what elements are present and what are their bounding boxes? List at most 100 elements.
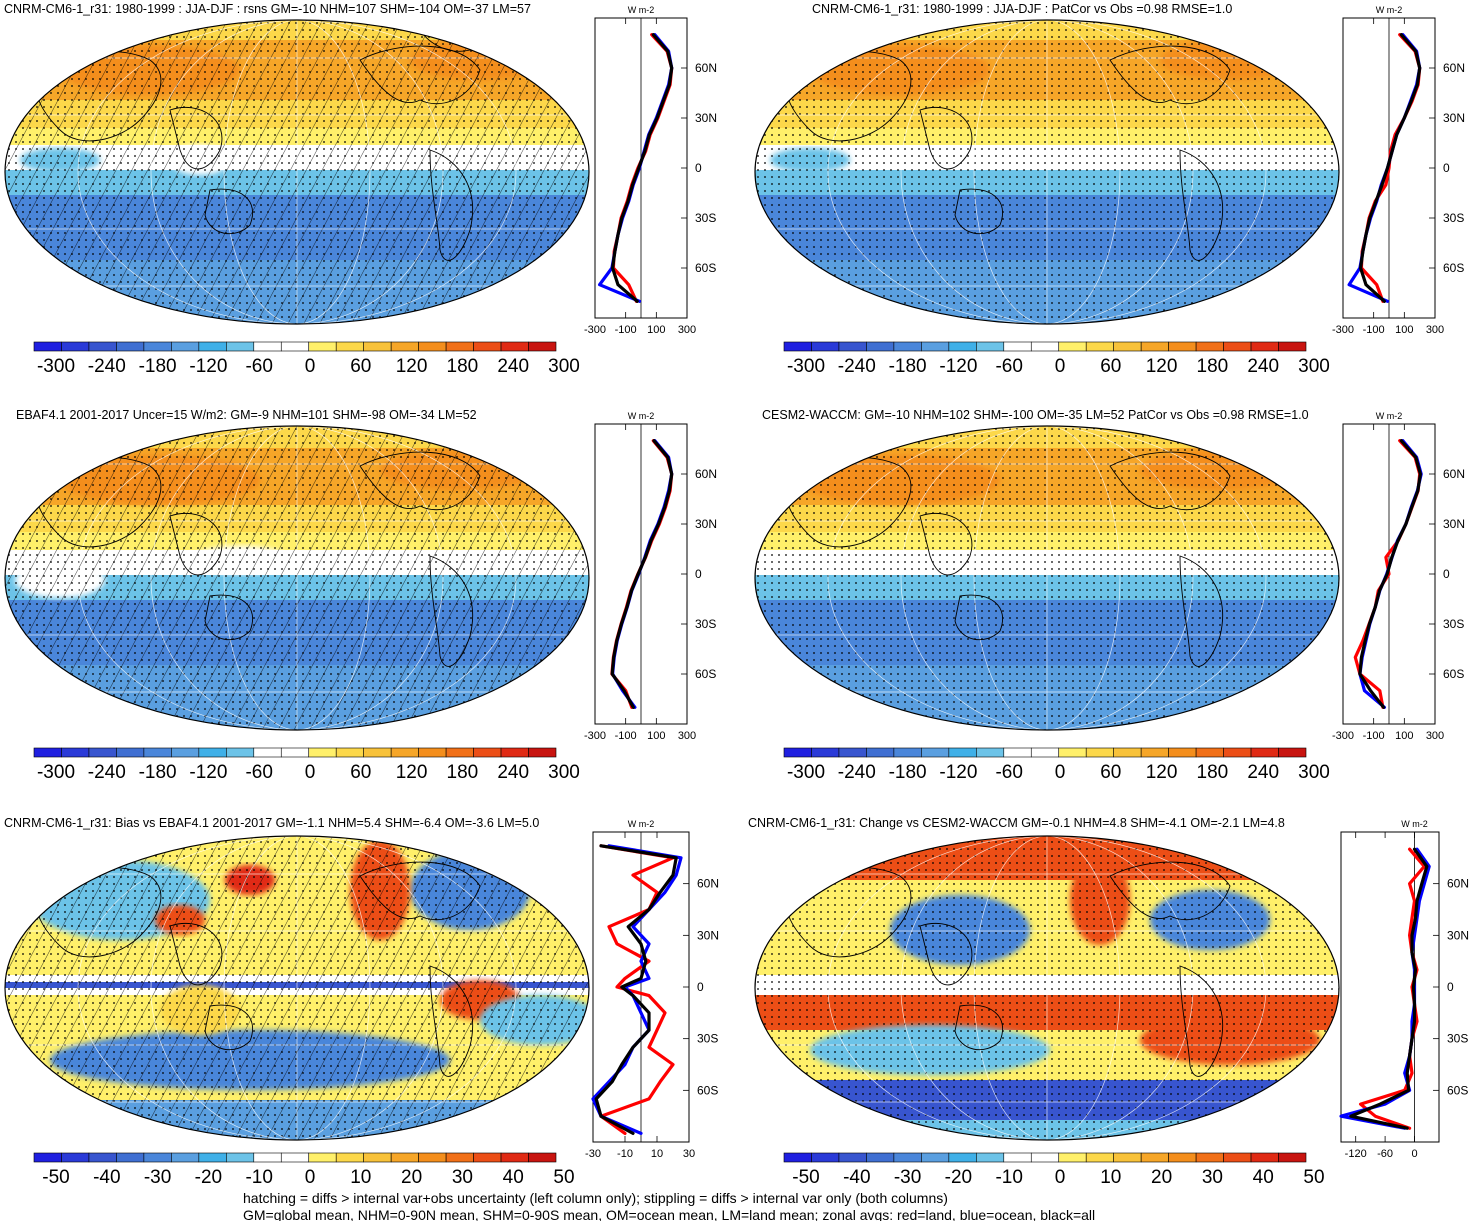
colorbar-swatch — [1250, 747, 1279, 758]
panel-2-map — [4, 425, 590, 731]
colorbar-swatch — [473, 341, 502, 352]
zonal-lat-label: 60N — [697, 877, 719, 891]
zonal-unit: W m-2 — [628, 5, 655, 15]
colorbar-swatch — [921, 341, 950, 352]
colorbar-swatch — [811, 341, 840, 352]
colorbar-label: -10 — [245, 1167, 272, 1188]
colorbar-swatch — [1223, 747, 1252, 758]
colorbar-label: 300 — [548, 762, 580, 783]
colorbar-swatch — [976, 747, 1005, 758]
zonal-unit: W m-2 — [628, 819, 655, 829]
colorbar-label: -120 — [189, 356, 227, 377]
zonal-lat-label: 30N — [1443, 111, 1465, 125]
colorbar-label: 180 — [1197, 356, 1229, 377]
footer-hatching-note: hatching = diffs > internal var+obs unce… — [243, 1190, 948, 1206]
zonal-lat-label: 30S — [695, 617, 716, 631]
colorbar-swatch — [948, 341, 977, 352]
colorbar-label: 120 — [1146, 762, 1178, 783]
colorbar-swatch — [1250, 1152, 1279, 1163]
colorbar-label: 120 — [1146, 356, 1178, 377]
colorbar-swatch — [253, 341, 282, 352]
colorbar-swatch — [143, 747, 172, 758]
colorbar-label: 300 — [1298, 356, 1330, 377]
colorbar-label: -30 — [894, 1167, 921, 1188]
colorbar-label: -60 — [245, 762, 272, 783]
colorbar-swatch — [500, 747, 529, 758]
colorbar-swatch — [1113, 341, 1142, 352]
colorbar-swatch — [1223, 341, 1252, 352]
panel-0-zonal: W m-2 -300 -100 100 300 60N 30N 0 30S 60S — [584, 5, 717, 336]
colorbar-label: 10 — [350, 1167, 371, 1188]
colorbar-swatch — [976, 341, 1005, 352]
colorbar-swatch — [198, 747, 227, 758]
colorbar-swatch — [61, 341, 90, 352]
zonal-lat-label: 0 — [1443, 567, 1450, 581]
colorbar-label: 60 — [1100, 762, 1121, 783]
zonal-x-tick-label: 300 — [1426, 730, 1444, 742]
colorbar-swatch — [143, 1152, 172, 1163]
colorbar-swatch — [1113, 1152, 1142, 1163]
zonal-lat-label: 30N — [695, 517, 717, 531]
colorbar-label: -50 — [792, 1167, 819, 1188]
colorbar-swatch — [226, 747, 255, 758]
zonal-x-tick-label: 300 — [678, 324, 696, 336]
colorbar-label: -40 — [93, 1167, 120, 1188]
colorbar-swatch — [1250, 341, 1279, 352]
colorbar-label: 0 — [305, 356, 316, 377]
panel-3-zonal: W m-2 -300 -100 100 300 60N 30N 0 30S 60S — [1332, 411, 1465, 742]
zonal-lat-label: 60S — [695, 261, 716, 275]
colorbar-swatch — [838, 747, 867, 758]
zonal-lat-label: 0 — [697, 980, 704, 994]
colorbar-swatch — [783, 747, 812, 758]
zonal-lat-label: 30S — [1443, 617, 1464, 631]
colorbar-label: -50 — [42, 1167, 69, 1188]
colorbar-swatch — [1278, 1152, 1307, 1163]
colorbar-label: 300 — [548, 356, 580, 377]
colorbar-swatch — [866, 1152, 895, 1163]
panel-5-map — [754, 835, 1340, 1141]
colorbar-label: 50 — [553, 1167, 574, 1188]
panel-4-map — [4, 835, 590, 1141]
panel-2-colorbar: -300 -240 -180 -120 -60 0 60 120 180 240 300 — [33, 747, 580, 783]
zonal-x-tick-label: -10 — [617, 1148, 633, 1160]
panel-3-colorbar: -300 -240 -180 -120 -60 0 60 120 180 240 300 — [783, 747, 1330, 783]
colorbar-swatch — [838, 1152, 867, 1163]
zonal-ocean-line — [611, 439, 674, 709]
colorbar-swatch — [976, 1152, 1005, 1163]
zonal-lat-label: 0 — [1443, 161, 1450, 175]
panel-1-map — [754, 19, 1340, 325]
colorbar-swatch — [1058, 1152, 1087, 1163]
colorbar-swatch — [280, 341, 310, 352]
colorbar-swatch — [783, 341, 812, 352]
colorbar-swatch — [171, 1152, 200, 1163]
colorbar-label: 40 — [1253, 1167, 1274, 1188]
colorbar-label: 0 — [1055, 356, 1066, 377]
zonal-lat-label: 30S — [697, 1032, 718, 1046]
colorbar-swatch — [280, 747, 310, 758]
panel-2: EBAF4.1 2001-2017 Uncer=15 W/m2: GM=-9 N… — [4, 408, 717, 783]
zonal-lat-label: 60S — [1443, 667, 1464, 681]
colorbar-swatch — [473, 747, 502, 758]
colorbar-label: -60 — [995, 356, 1022, 377]
colorbar-label: 60 — [350, 356, 371, 377]
colorbar-swatch — [198, 341, 227, 352]
colorbar-label: 180 — [447, 762, 479, 783]
zonal-x-tick-label: -100 — [1363, 324, 1385, 336]
colorbar-swatch — [445, 1152, 474, 1163]
colorbar-swatch — [88, 341, 117, 352]
panel-1-zonal: W m-2 -300 -100 100 300 60N 30N 0 30S 60S — [1332, 5, 1465, 336]
colorbar-label: 0 — [305, 1167, 316, 1188]
zonal-lat-label: 0 — [695, 161, 702, 175]
panel-5: CNRM-CM6-1_r31: Change vs CESM2-WACCM GM… — [748, 816, 1469, 1188]
zonal-x-tick-label: 100 — [1395, 730, 1413, 742]
zonal-x-tick-label: -30 — [585, 1148, 601, 1160]
colorbar-swatch — [1085, 1152, 1114, 1163]
colorbar-label: 10 — [1100, 1167, 1121, 1188]
colorbar-swatch — [500, 341, 529, 352]
colorbar-swatch — [921, 747, 950, 758]
colorbar-label: -300 — [787, 356, 825, 377]
colorbar-label: -240 — [838, 762, 876, 783]
colorbar-swatch — [783, 1152, 812, 1163]
colorbar-swatch — [171, 747, 200, 758]
